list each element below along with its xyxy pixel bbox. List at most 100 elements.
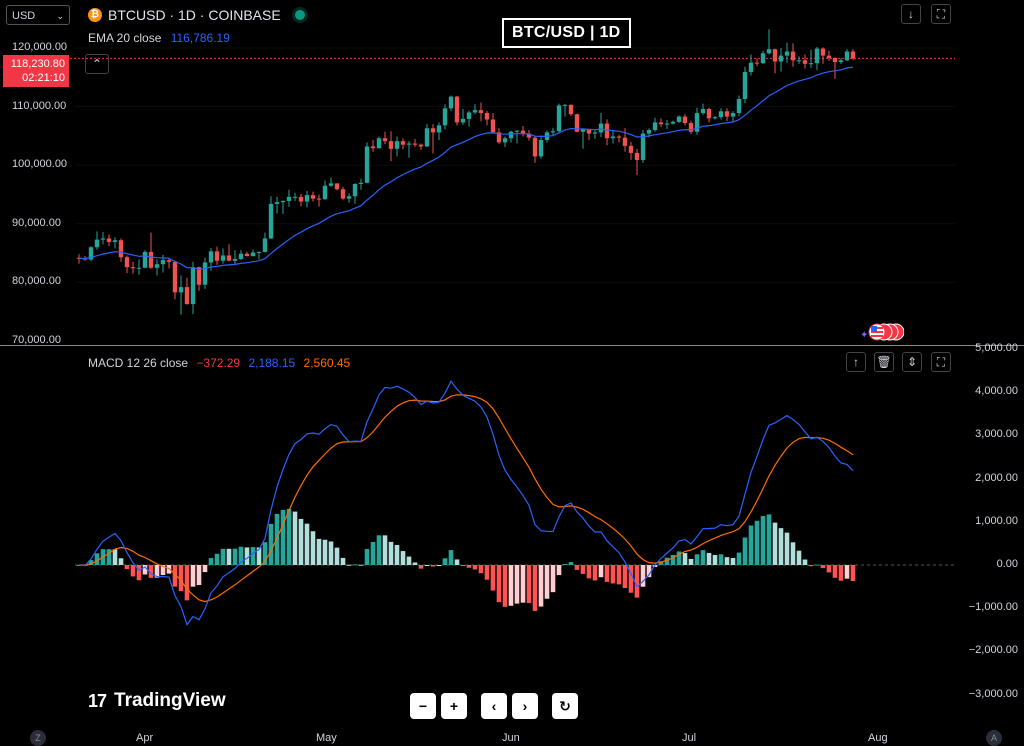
macd-axis-label: 5,000.00 xyxy=(975,342,1018,354)
scroll-left-button[interactable]: ‹ xyxy=(481,693,507,719)
candle-body xyxy=(718,111,724,118)
histogram-bar xyxy=(412,562,418,565)
histogram-bar xyxy=(220,548,226,565)
candle xyxy=(124,255,130,274)
ema-legend[interactable]: EMA 20 close 116,786.19 xyxy=(88,31,230,45)
scroll-right-button[interactable]: › xyxy=(512,693,538,719)
candle xyxy=(364,142,370,184)
maximize-icon: ⛶ xyxy=(936,355,946,369)
histogram-bar xyxy=(526,565,532,603)
minus-icon: − xyxy=(418,698,428,714)
candle xyxy=(490,113,496,134)
macd-legend[interactable]: MACD 12 26 close −372.29 2,188.15 2,560.… xyxy=(88,356,350,370)
candle-body xyxy=(616,136,622,138)
macd-axis-label: 1,000.00 xyxy=(975,514,1018,527)
histogram-bar xyxy=(394,544,400,565)
candle-body xyxy=(730,113,736,117)
candle xyxy=(118,238,124,262)
symbol-header[interactable]: ₿ BTCUSD · 1D · COINBASE xyxy=(88,5,305,25)
candle-body xyxy=(310,195,316,199)
candle xyxy=(220,248,226,264)
histogram-bar xyxy=(88,560,94,565)
candle-body xyxy=(640,133,646,160)
arrow-up-icon: ↑ xyxy=(853,355,859,369)
ema-legend-label: EMA 20 close xyxy=(88,31,162,45)
zoom-in-button[interactable]: + xyxy=(441,693,467,719)
histogram-bar xyxy=(496,565,502,603)
histogram-bar xyxy=(328,541,334,565)
histogram-bar xyxy=(748,525,754,565)
candle-body xyxy=(748,62,754,73)
symbol-title: BTCUSD · 1D · COINBASE xyxy=(108,7,281,23)
histogram-bar xyxy=(616,565,622,585)
price-axis-label: 70,000.00 xyxy=(12,334,61,346)
histogram-bar xyxy=(286,508,292,565)
tradingview-wordmark: TradingView xyxy=(114,690,226,711)
delete-pane-button[interactable]: 🗑 xyxy=(874,352,894,372)
candle-body xyxy=(556,105,562,132)
candle-body xyxy=(250,252,256,257)
candle-body xyxy=(598,123,604,133)
currency-select[interactable]: USD ⌄ xyxy=(6,5,70,25)
pane-divider[interactable] xyxy=(0,345,1024,346)
plus-icon: + xyxy=(449,698,459,714)
candle xyxy=(238,250,244,261)
candle-body xyxy=(826,55,832,58)
candle-body xyxy=(700,108,706,114)
histogram-bar xyxy=(574,565,580,570)
histogram-bar xyxy=(418,565,424,569)
price-axis-label: 80,000.00 xyxy=(12,275,61,288)
candle-body xyxy=(394,141,400,149)
timezone-button[interactable]: Z xyxy=(30,730,46,746)
candle xyxy=(586,128,592,141)
move-pane-up-button[interactable]: ↑ xyxy=(846,352,866,372)
histogram-bar xyxy=(106,549,112,565)
histogram-bar xyxy=(682,553,688,565)
histogram-bar xyxy=(262,542,268,565)
candle-body xyxy=(214,251,220,261)
candle xyxy=(466,110,472,127)
candle xyxy=(670,120,676,125)
candle xyxy=(370,140,376,152)
time-axis-label: Jul xyxy=(682,732,697,744)
histogram-bar xyxy=(400,551,406,565)
histogram-bar xyxy=(622,565,628,589)
candle-body xyxy=(466,112,472,119)
candle-body xyxy=(634,152,640,160)
reset-chart-button[interactable]: ↻ xyxy=(552,693,578,719)
collapse-legend-button[interactable]: ⌃ xyxy=(85,54,109,74)
candle-body xyxy=(298,196,304,202)
candle xyxy=(664,120,670,129)
histogram-bar xyxy=(406,556,412,565)
histogram-bar xyxy=(160,565,166,576)
candle-body xyxy=(148,251,154,268)
candle-body xyxy=(178,287,184,293)
economic-event-flag-icon[interactable]: ✦ xyxy=(858,322,904,342)
candle xyxy=(262,232,268,253)
maximize-pane-button[interactable]: ⛶ xyxy=(931,4,951,24)
candle-body xyxy=(808,63,814,65)
candle xyxy=(478,102,484,122)
candle-body xyxy=(676,116,682,122)
maximize-macd-pane-button[interactable]: ⛶ xyxy=(931,352,951,372)
candle-body xyxy=(364,146,370,183)
move-pane-down-button[interactable]: ↓ xyxy=(901,4,921,24)
auto-scale-button[interactable]: A xyxy=(986,730,1002,746)
candle-body xyxy=(160,260,166,265)
tradingview-mark-icon: 17 xyxy=(88,690,107,711)
zoom-out-button[interactable]: − xyxy=(410,693,436,719)
candle-body xyxy=(208,251,214,263)
candle-body xyxy=(124,257,130,268)
histogram-bar xyxy=(148,565,154,578)
candle-body xyxy=(106,238,112,242)
candle xyxy=(700,103,706,115)
candle-body xyxy=(172,261,178,293)
histogram-bar xyxy=(484,565,490,580)
candle xyxy=(766,29,772,55)
histogram-bar xyxy=(376,535,382,565)
macd-axis-label: −1,000.00 xyxy=(968,601,1018,614)
histogram-bar xyxy=(550,565,556,593)
candle xyxy=(472,104,478,115)
collapse-pane-button[interactable]: ⇕ xyxy=(902,352,922,372)
